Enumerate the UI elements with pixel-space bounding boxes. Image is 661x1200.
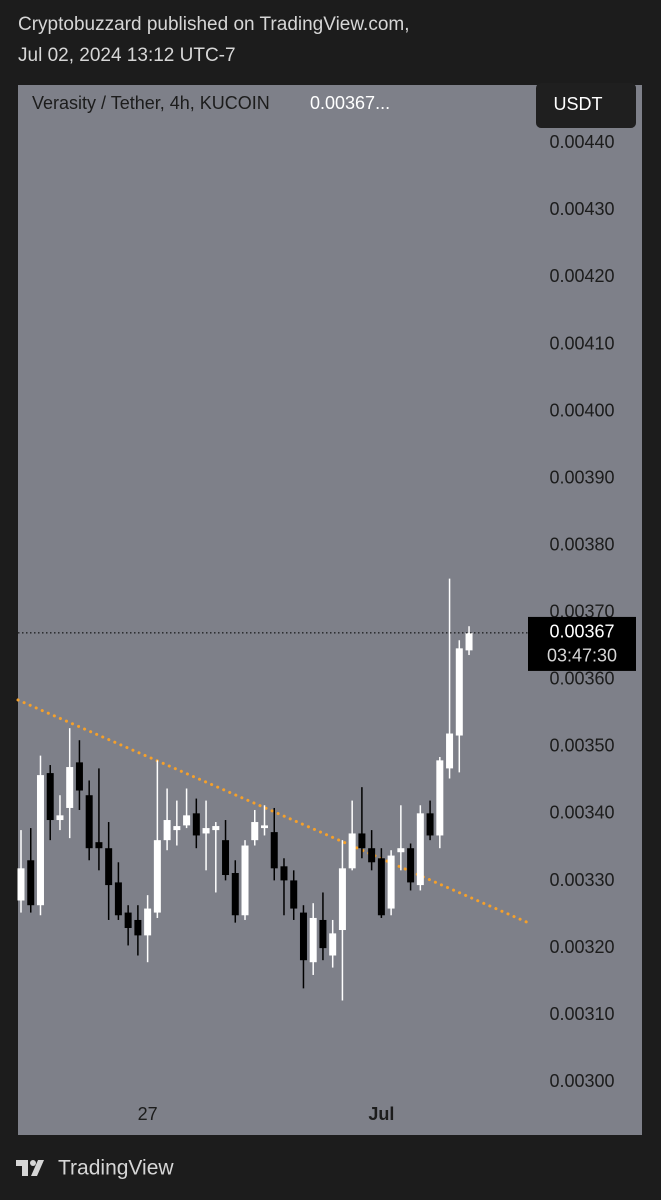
y-tick-label: 0.00410 [549,333,614,353]
candle-body [173,826,181,831]
y-tick-label: 0.00340 [549,803,614,823]
y-tick-label: 0.00350 [549,736,614,756]
candle-body [153,840,161,913]
candle-body [85,795,93,849]
candle-body [114,882,122,916]
candle-body [358,833,366,849]
candle-body [261,825,268,829]
candle-body [202,828,210,834]
brand: TradingView [58,1157,174,1180]
logo [16,1160,44,1176]
candle-body [251,822,259,841]
title-price: 0.00367... [310,93,390,113]
candle-body [66,767,74,808]
publish-date: Jul 02, 2024 13:12 UTC-7 [18,45,236,66]
candle-body [407,848,415,883]
candle-body [455,648,463,736]
candle-body [446,733,454,769]
candle-body [377,858,385,916]
candle-body [299,912,307,961]
candle-body [397,848,405,853]
candle-body [309,917,317,963]
countdown-label: 03:47:30 [547,646,617,666]
candle-body [329,933,337,956]
candle-body [290,880,298,909]
candle-body [280,866,288,881]
candle-body [95,842,103,849]
candle-body [134,919,142,936]
candle-body [319,919,327,949]
candle-body [387,855,395,909]
x-tick-label: Jul [368,1104,394,1124]
candle-body [36,775,44,906]
currency-label[interactable]: USDT [554,94,603,114]
candle-body [124,912,132,929]
publisher: Cryptobuzzard published on TradingView.c… [18,14,410,35]
y-tick-label: 0.00440 [549,132,614,152]
candle-body [416,813,424,886]
candle-body [348,833,356,869]
y-tick-label: 0.00400 [549,400,614,420]
candle-body [17,868,25,901]
candle-body [465,632,473,651]
y-tick-label: 0.00300 [549,1071,614,1091]
y-tick-label: 0.00360 [549,669,614,689]
candle-body [338,868,346,931]
y-tick-label: 0.00370 [549,602,614,622]
candle-body [222,840,230,876]
y-tick-label: 0.00420 [549,266,614,286]
candle-body [270,832,278,869]
trendline [16,698,530,925]
candle-body [212,826,220,831]
candle-body [426,813,434,836]
y-tick-label: 0.00320 [549,937,614,957]
chart-panel [18,85,642,1135]
candle-body [163,820,171,841]
candle-body [231,873,239,916]
y-tick-label: 0.00310 [549,1004,614,1024]
y-tick-label: 0.00380 [549,534,614,554]
candle-body [46,773,54,821]
candle-body [241,845,249,916]
last-price-label: 0.00367 [549,622,614,642]
y-tick-label: 0.00390 [549,467,614,487]
currency-button[interactable] [536,83,636,128]
candle-body [27,860,35,906]
candle-body [105,848,113,886]
candle-body [368,848,376,863]
candle-body [56,815,64,821]
x-tick-label: 27 [138,1104,158,1124]
chart-title: Verasity / Tether, 4h, KUCOIN [32,93,270,113]
candle-body [183,815,191,826]
last-price-box [528,616,636,671]
candle-body [436,760,444,836]
y-tick-label: 0.00330 [549,870,614,890]
candle-body [192,813,200,836]
y-tick-label: 0.00430 [549,199,614,219]
candle-body [75,762,83,791]
candle-body [144,908,152,936]
